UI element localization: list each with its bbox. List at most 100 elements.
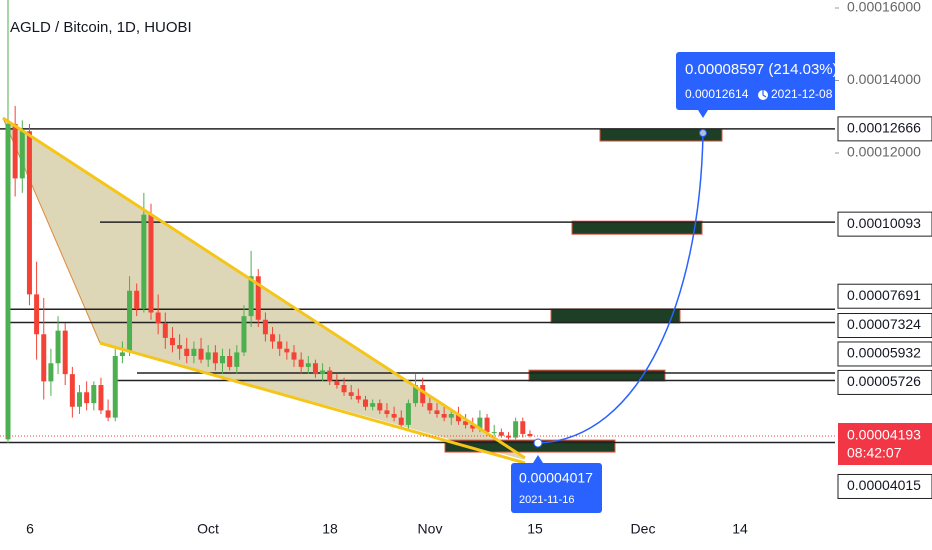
candle-body xyxy=(498,432,504,436)
countdown-label: 08:42:07 xyxy=(847,445,902,461)
chart-title: AGLD / Bitcoin, 1D, HUOBI xyxy=(10,19,192,36)
candle-body xyxy=(155,312,161,324)
level-label-box xyxy=(837,116,932,142)
candle-body xyxy=(391,414,397,418)
candle-body xyxy=(26,131,32,295)
candle-body xyxy=(463,421,469,425)
candle-body xyxy=(184,348,190,357)
candle-body xyxy=(270,334,276,342)
candle-body xyxy=(341,385,347,393)
candle-body xyxy=(277,341,283,349)
level-label: 0.00005932 xyxy=(847,345,921,361)
callout-pointer xyxy=(698,110,708,118)
candle-body xyxy=(413,385,419,404)
candle-body xyxy=(205,352,211,360)
candle-body xyxy=(455,414,461,422)
plot-area: 0.00008597 (214.03%) 0.00012614 2021-12-08… xyxy=(0,0,838,513)
candle-body xyxy=(134,290,140,309)
candle-body xyxy=(162,323,168,338)
y-tick-label: 0.00012000 xyxy=(847,144,921,160)
candle-body xyxy=(227,356,233,367)
last-price-label: 0.00004193 xyxy=(847,427,921,443)
x-tick-label: 18 xyxy=(322,521,338,537)
callout-pointer xyxy=(533,455,543,463)
level-label-box xyxy=(837,341,932,367)
candle-body xyxy=(48,363,54,382)
target-zone xyxy=(571,220,703,235)
candle-body xyxy=(62,330,68,375)
callout-change: 0.00008597 (214.03%) xyxy=(685,61,838,78)
candle-body xyxy=(127,290,133,353)
candle-body xyxy=(148,214,154,313)
projection-end xyxy=(699,129,707,137)
candle-body xyxy=(112,356,118,418)
candle-body xyxy=(234,352,240,367)
candle-body xyxy=(241,316,247,353)
candle-body xyxy=(298,359,304,367)
level-label-box xyxy=(837,369,932,395)
candle-body xyxy=(141,214,147,309)
candle-body xyxy=(377,403,383,411)
candle-body xyxy=(363,399,368,407)
candle-body xyxy=(191,348,197,357)
candle-body xyxy=(198,348,204,360)
candle-body xyxy=(305,363,311,367)
candle-body xyxy=(370,403,376,407)
candle-body xyxy=(448,414,454,418)
level-label-box xyxy=(837,473,932,499)
candle-body xyxy=(520,421,526,434)
candle-body xyxy=(91,385,97,404)
candle-body xyxy=(284,348,290,353)
candle-body xyxy=(255,276,261,320)
level-label: 0.00010093 xyxy=(847,215,921,231)
level-label-box xyxy=(837,283,932,309)
projection-start xyxy=(533,438,543,448)
candle-body xyxy=(513,421,519,438)
level-label: 0.00012666 xyxy=(847,120,921,136)
y-tick-label: 0.00016000 xyxy=(847,0,921,15)
target-zone xyxy=(444,439,616,453)
clock-icon-hand xyxy=(762,90,767,98)
candle-body xyxy=(491,432,497,434)
target-zone xyxy=(550,308,681,324)
candle-body xyxy=(41,334,47,382)
callout-price: 0.00004017 xyxy=(519,470,593,486)
level-label-box xyxy=(837,313,932,339)
candle-body xyxy=(484,417,490,433)
candle-body xyxy=(69,374,75,407)
level-label: 0.00005726 xyxy=(847,373,921,389)
candle-body xyxy=(327,370,333,382)
x-tick-label: Oct xyxy=(197,521,219,537)
candle-body xyxy=(34,294,40,335)
callout-date: 2021-12-08 xyxy=(771,87,833,101)
candle-body xyxy=(398,417,404,425)
candle-body xyxy=(262,319,268,335)
level-label: 0.00007691 xyxy=(847,287,921,303)
candle-body xyxy=(248,276,254,317)
x-tick-label: Dec xyxy=(631,521,656,537)
level-label: 0.00004015 xyxy=(847,477,921,493)
x-tick-label: 14 xyxy=(732,521,748,537)
candle-body xyxy=(177,345,183,349)
candle-body xyxy=(119,352,125,357)
candle-body xyxy=(77,392,82,407)
candle-body xyxy=(427,403,433,411)
last-price-box xyxy=(838,423,932,466)
candle-body xyxy=(405,403,411,425)
candle-body xyxy=(470,424,476,429)
candle-body xyxy=(527,433,533,437)
candle-body xyxy=(506,435,511,438)
candle-body xyxy=(84,392,90,404)
candle-body xyxy=(334,381,340,386)
callout-price: 0.00012614 xyxy=(685,87,749,101)
candle-body xyxy=(434,410,440,415)
candle-body xyxy=(55,330,61,364)
candle-body xyxy=(355,395,361,400)
candle-body xyxy=(420,385,426,404)
candle-body xyxy=(169,337,175,346)
candle-body xyxy=(384,410,390,415)
candle-body xyxy=(477,417,483,429)
level-label-box xyxy=(837,211,932,237)
callout-date: 2021-11-16 xyxy=(519,494,574,506)
